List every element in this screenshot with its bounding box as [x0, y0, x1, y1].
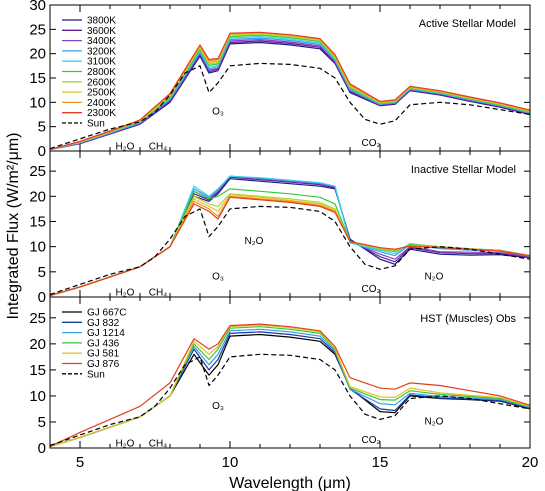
series-line-2400k [50, 32, 530, 151]
annotation-label: N₂O [425, 417, 444, 428]
series-line-gj-436 [50, 326, 530, 447]
legend-label: 2400K [87, 98, 116, 109]
panel-3: 0 5 10 15 20 25 HST (Muscles) Obs H₂O CH₄ O₃ CO₂ N₂… [29, 296, 531, 457]
x-tick-label: 15 [372, 454, 389, 471]
series-line-gj-876 [50, 323, 530, 447]
legend-label: 3200K [87, 46, 116, 57]
legend-label: 3600K [87, 26, 116, 37]
legend-label: 2300K [87, 108, 116, 119]
series-line-gj-1214 [50, 328, 530, 447]
series-line-2300k [50, 31, 530, 151]
y-tick-label: 10 [29, 388, 46, 405]
y-tick-label: 5 [38, 119, 46, 136]
x-axis-title: Wavelength (μm) [229, 475, 351, 491]
y-tick-label: 30 [29, 0, 46, 14]
y-tick-label: 0 [38, 289, 46, 306]
series-line-sun [50, 205, 530, 296]
series-line-gj-581 [50, 324, 530, 447]
annotation-label: H₂O [116, 287, 135, 298]
annotation-label: CO₂ [362, 435, 381, 446]
series-line-2500k [50, 32, 530, 151]
series-line-2500k [50, 194, 530, 297]
annotation-label: CH₄ [149, 287, 168, 298]
y-tick-label: 20 [29, 188, 46, 205]
panel-1: 0 5 10 15 20 25 30 Active Stellar Model H₂O CH₄ O₃… [29, 0, 531, 160]
y-tick-label: 20 [29, 46, 46, 63]
y-tick-label: 15 [29, 70, 46, 87]
series-line-3800k [50, 178, 530, 297]
annotation-label: H₂O [116, 142, 135, 153]
series-line-2800k [50, 34, 530, 151]
x-tick-label: 20 [522, 454, 539, 471]
legend-label: 3800K [87, 16, 116, 27]
annotation-label: O₃ [212, 107, 224, 118]
panel-title: HST (Muscles) Obs [420, 313, 516, 325]
y-tick-label: 20 [29, 336, 46, 353]
y-axis-title: Integrated Flux (W/m²/μm) [5, 132, 22, 319]
y-tick-label: 5 [38, 414, 46, 431]
legend-label: GJ 1214 [87, 328, 125, 339]
panel-2: 0 5 10 15 20 25 Inactive Stellar Model H₂O CH₄ O₃… [29, 150, 531, 306]
annotation-label: O₃ [212, 401, 224, 412]
series-line-2400k [50, 195, 530, 297]
annotation-label: CO₂ [362, 284, 381, 295]
annotation-label: H₂O [116, 438, 135, 449]
y-tick-label: 0 [38, 440, 46, 457]
series-line-sun [50, 353, 530, 446]
series-line-3200k [50, 37, 530, 151]
series-line-3100k [50, 36, 530, 151]
series-line-2600k [50, 193, 530, 297]
legend: 3800K3600K3400K3200K3100K2800K2600K2500K… [62, 16, 116, 130]
panel-title: Inactive Stellar Model [411, 164, 516, 176]
y-tick-label: 5 [38, 264, 46, 281]
annotation-label: O₃ [212, 271, 224, 282]
annotation-label: N₂O [245, 236, 264, 247]
annotation-label: CH₄ [149, 142, 168, 153]
series-group [50, 175, 530, 297]
y-tick-label: 25 [29, 21, 46, 38]
y-tick-label: 10 [29, 94, 46, 111]
legend-label: Sun [87, 119, 105, 130]
y-tick-label: 10 [29, 239, 46, 256]
series-group [50, 31, 530, 151]
legend-label: Sun [87, 369, 105, 380]
legend-label: 2500K [87, 88, 116, 99]
y-tick-label: 25 [29, 310, 46, 327]
y-tick-label: 15 [29, 213, 46, 230]
annotation-label: CH₄ [149, 438, 168, 449]
legend-label: 3100K [87, 57, 116, 68]
annotation-label: N₂O [425, 271, 444, 282]
legend-label: 3400K [87, 36, 116, 47]
legend-label: GJ 876 [87, 359, 120, 370]
series-line-2600k [50, 33, 530, 151]
y-tick-label: 15 [29, 362, 46, 379]
series-line-2300k [50, 196, 530, 297]
annotation-label: CO₂ [362, 138, 381, 149]
legend-label: GJ 832 [87, 318, 120, 329]
legend-label: 2800K [87, 67, 116, 78]
series-line-3600k [50, 176, 530, 297]
series-line-gj-667c [50, 333, 530, 447]
legend-label: 2600K [87, 77, 116, 88]
series-line-2800k [50, 188, 530, 297]
panel-title: Active Stellar Model [419, 18, 516, 30]
y-tick-label: 25 [29, 163, 46, 180]
series-line-sun [50, 62, 530, 150]
x-tick-label: 5 [76, 454, 84, 471]
legend-label: GJ 667C [87, 308, 126, 319]
legend-label: GJ 436 [87, 338, 120, 349]
legend-label: GJ 581 [87, 349, 120, 360]
y-tick-label: 0 [38, 143, 46, 160]
series-group [50, 323, 530, 447]
x-tick-label: 10 [222, 454, 239, 471]
